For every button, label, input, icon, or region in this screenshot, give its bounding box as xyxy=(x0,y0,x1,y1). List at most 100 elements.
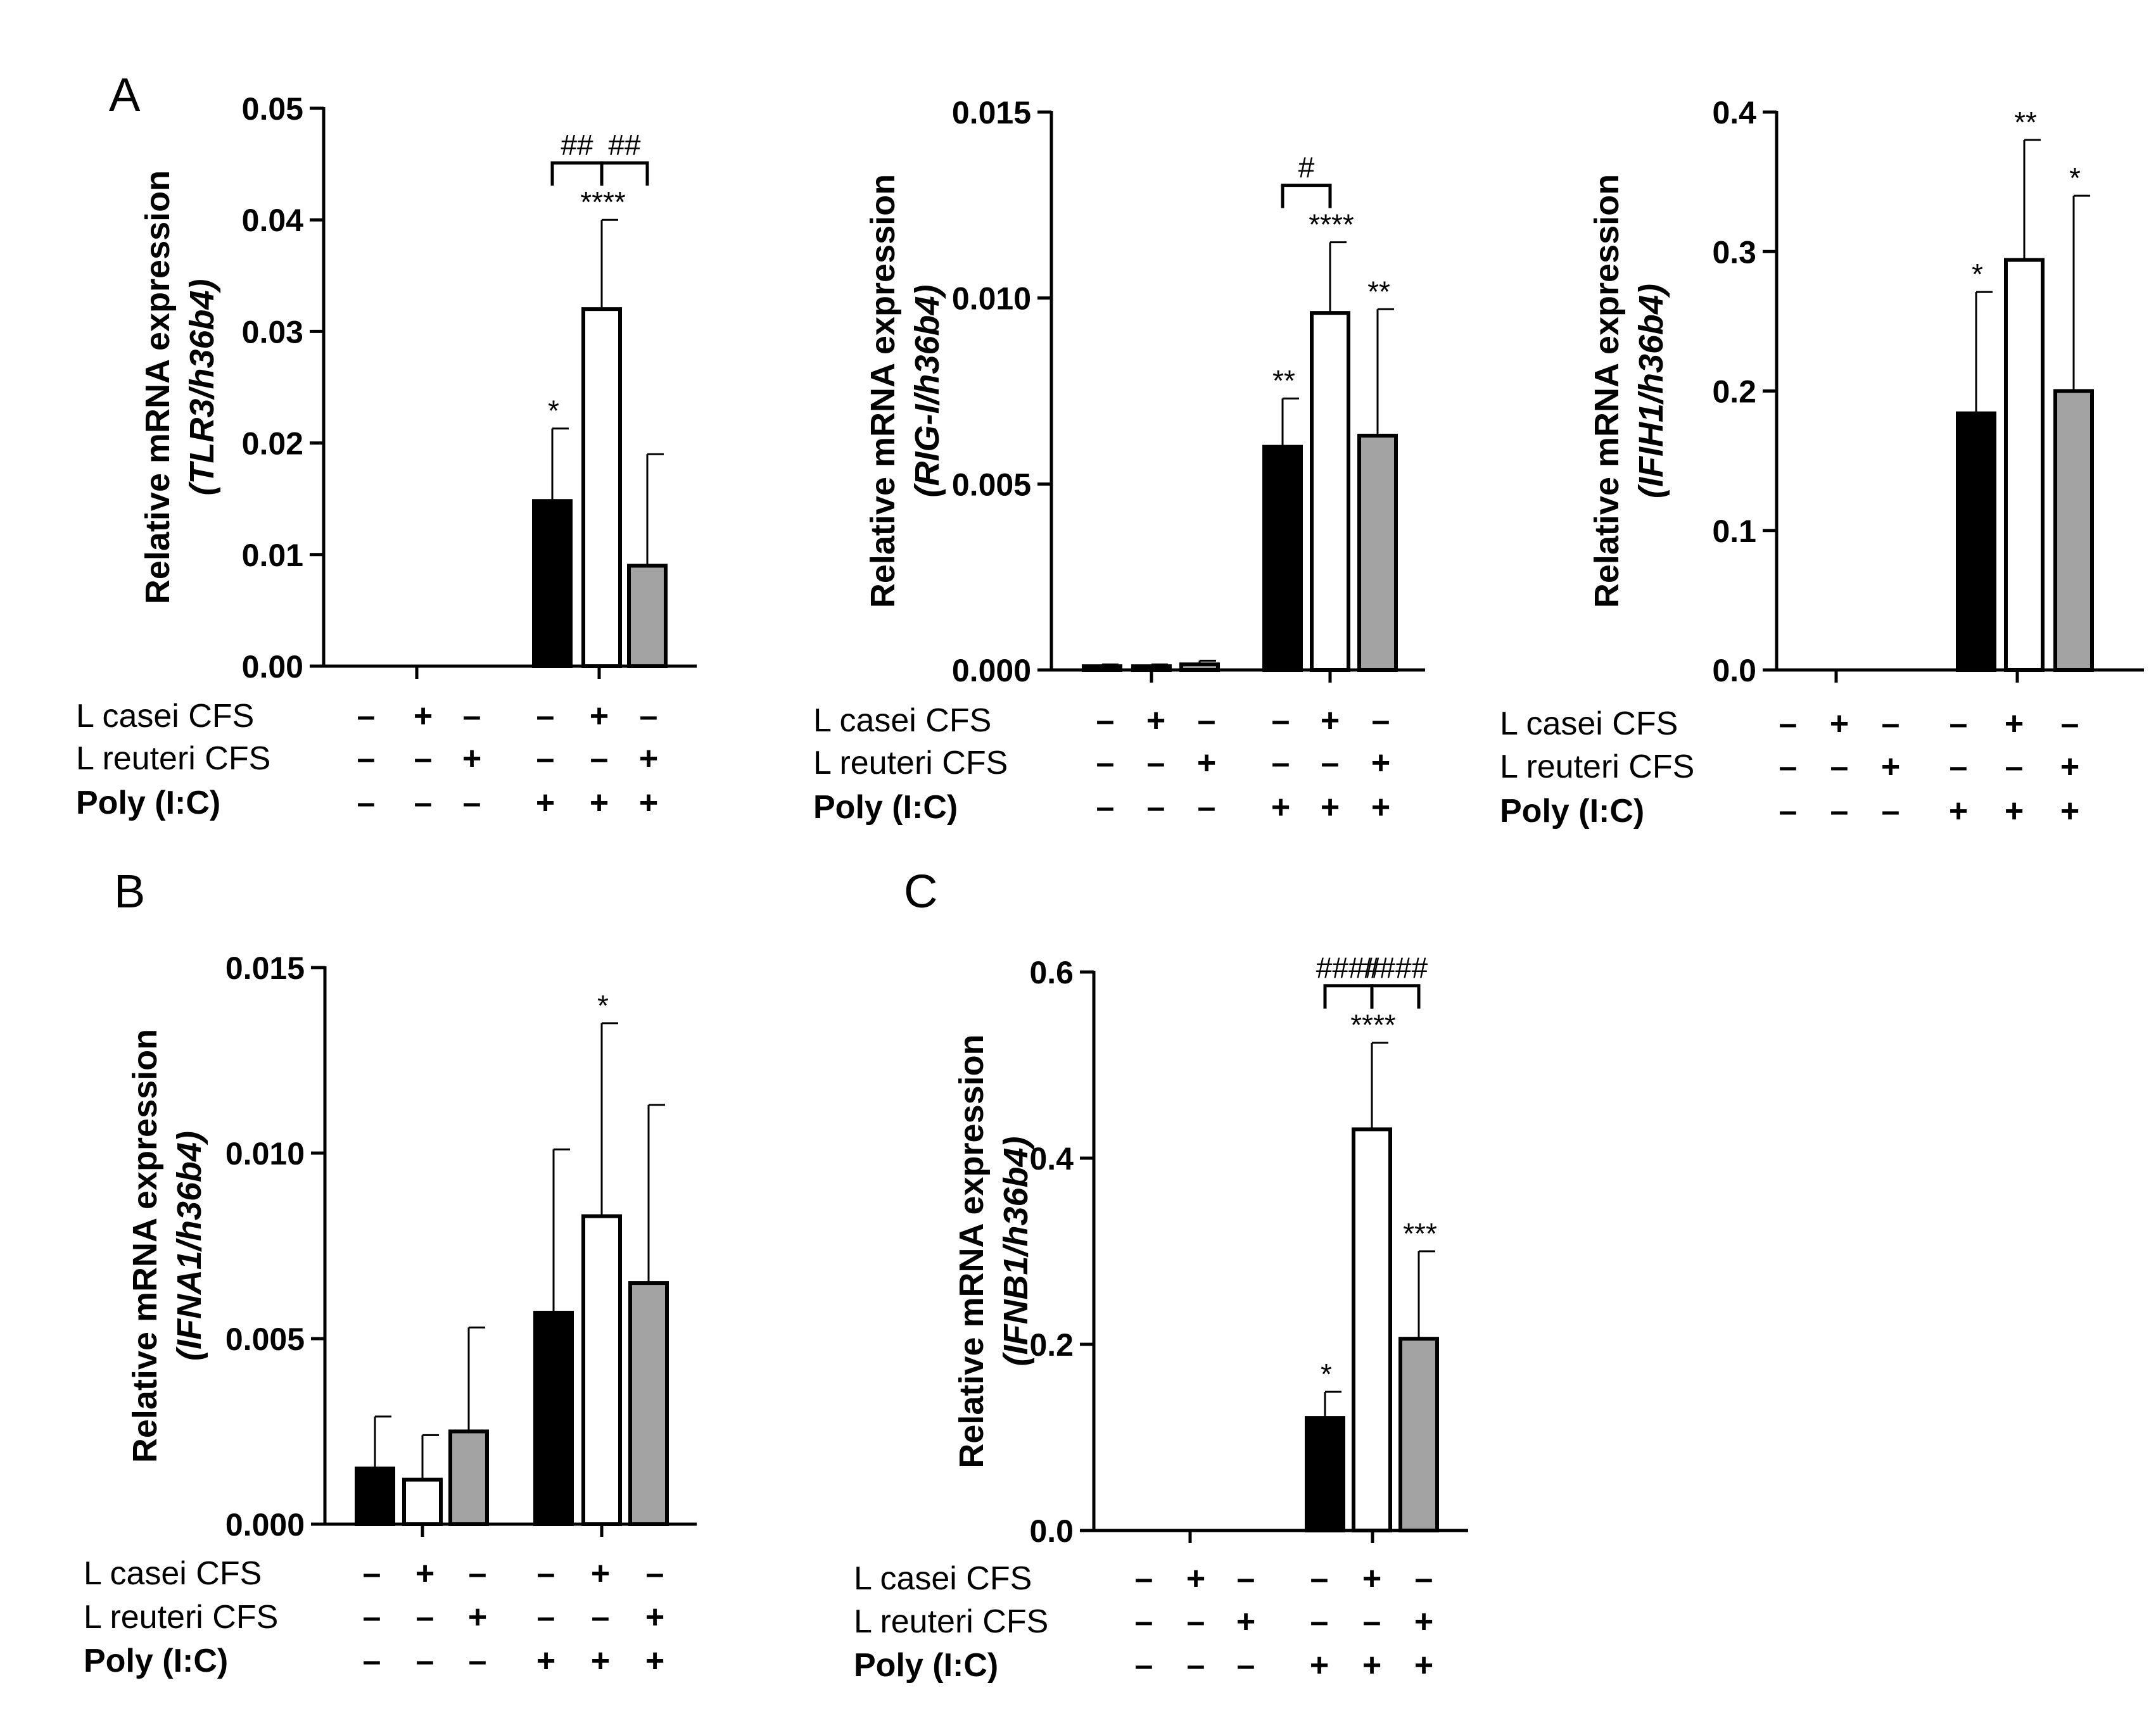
y-tick-label: 0.010 xyxy=(225,1136,305,1171)
y-tick-label: 0.02 xyxy=(242,426,303,462)
condition-sign: – xyxy=(1272,702,1290,739)
bar xyxy=(581,1214,622,1526)
condition-sign: + xyxy=(1271,789,1290,826)
condition-sign: + xyxy=(1414,1647,1433,1684)
condition-sign: – xyxy=(1135,1603,1153,1640)
significance-label: * xyxy=(1321,1358,1332,1391)
bar xyxy=(1262,445,1303,672)
condition-sign: + xyxy=(468,1599,487,1636)
significance-label: ** xyxy=(1272,364,1295,397)
y-tick-label: 0.2 xyxy=(1029,1327,1074,1363)
y-tick-label: 0.000 xyxy=(225,1507,305,1543)
y-axis-title: Relative mRNA expression xyxy=(139,170,177,604)
y-tick-label: 0.04 xyxy=(242,203,304,238)
condition-sign: – xyxy=(536,740,555,777)
condition-sign: – xyxy=(537,1599,555,1636)
condition-sign: + xyxy=(1310,1647,1329,1684)
condition-row-label-casei: L casei CFS xyxy=(854,1560,1032,1597)
condition-sign: – xyxy=(357,698,376,735)
condition-sign: + xyxy=(1321,702,1340,739)
significance-label: ** xyxy=(2014,106,2037,139)
condition-sign: + xyxy=(2005,793,2024,830)
condition-sign: – xyxy=(1310,1560,1329,1597)
y-axis-title: Relative mRNA expression xyxy=(126,1029,164,1463)
bar xyxy=(2053,389,2094,672)
condition-sign: – xyxy=(1147,745,1165,781)
y-tick-label: 0.4 xyxy=(1712,95,1756,130)
condition-sign: – xyxy=(463,698,481,735)
significance-label: * xyxy=(597,989,609,1022)
condition-row-label-poly: Poly (I:C) xyxy=(84,1643,228,1679)
condition-sign: + xyxy=(590,785,609,821)
condition-sign: – xyxy=(1198,702,1216,739)
condition-sign: – xyxy=(463,785,481,821)
y-tick-label: 0.4 xyxy=(1029,1141,1074,1177)
condition-sign: – xyxy=(1372,702,1390,739)
condition-row-label-casei: L casei CFS xyxy=(84,1555,262,1592)
significance-label: * xyxy=(2069,161,2081,194)
condition-row-label-reuteri: L reuteri CFS xyxy=(813,745,1008,781)
condition-sign: – xyxy=(1310,1603,1329,1640)
condition-sign: – xyxy=(1779,793,1798,830)
condition-sign: + xyxy=(1236,1603,1255,1640)
bar xyxy=(627,564,668,668)
condition-sign: – xyxy=(363,1599,381,1636)
comparison-bracket xyxy=(1281,184,1332,208)
y-tick-label: 0.005 xyxy=(952,467,1031,502)
significance-label: **** xyxy=(1309,208,1354,241)
y-axis-gene-label: (IFNA1/h36b4) xyxy=(170,1131,208,1361)
bar xyxy=(1131,664,1172,672)
y-tick-label: 0.6 xyxy=(1029,955,1074,990)
condition-sign: + xyxy=(1197,745,1216,781)
bracket-label: #### xyxy=(1363,952,1428,985)
condition-sign: – xyxy=(416,1599,434,1636)
condition-sign: – xyxy=(469,1555,487,1592)
condition-row-label-casei: L casei CFS xyxy=(813,702,991,739)
bar xyxy=(1352,1127,1392,1533)
condition-sign: + xyxy=(1371,745,1390,781)
condition-sign: – xyxy=(1415,1560,1433,1597)
bar xyxy=(1310,311,1350,672)
condition-sign: – xyxy=(363,1643,381,1679)
chart-panel-rigi: Relative mRNA expression (RIG-I/h36b4)0.0… xyxy=(813,95,1425,826)
condition-sign: – xyxy=(1830,748,1849,785)
condition-row-label-casei: L casei CFS xyxy=(76,698,254,735)
condition-row-label-poly: Poly (I:C) xyxy=(1500,793,1644,830)
condition-row-label-poly: Poly (I:C) xyxy=(76,785,220,821)
y-tick-label: 0.005 xyxy=(225,1322,305,1357)
y-tick-label: 0.1 xyxy=(1712,514,1756,549)
condition-sign: + xyxy=(1949,793,1968,830)
condition-sign: + xyxy=(1371,789,1390,826)
y-tick-label: 0.2 xyxy=(1712,374,1756,410)
bar xyxy=(355,1467,395,1527)
condition-sign: + xyxy=(1414,1603,1433,1640)
condition-sign: + xyxy=(645,1599,664,1636)
condition-sign: – xyxy=(1882,793,1900,830)
condition-sign: – xyxy=(2061,705,2079,742)
condition-sign: – xyxy=(536,698,555,735)
condition-row-label-reuteri: L reuteri CFS xyxy=(76,740,270,777)
condition-sign: – xyxy=(414,785,433,821)
condition-sign: – xyxy=(357,785,376,821)
condition-sign: – xyxy=(537,1555,555,1592)
y-tick-label: 0.010 xyxy=(952,281,1031,317)
condition-sign: – xyxy=(640,698,658,735)
bar xyxy=(581,307,622,669)
bar xyxy=(1357,433,1398,672)
y-tick-label: 0.0 xyxy=(1712,653,1756,688)
condition-sign: – xyxy=(1950,705,1968,742)
bracket-label: #### xyxy=(1316,952,1381,985)
condition-sign: – xyxy=(1237,1647,1255,1684)
y-tick-label: 0.03 xyxy=(242,314,303,350)
y-axis-title: Relative mRNA expression xyxy=(953,1034,991,1468)
condition-sign: – xyxy=(414,740,433,777)
condition-sign: + xyxy=(536,785,555,821)
condition-sign: – xyxy=(1779,705,1798,742)
condition-sign: + xyxy=(414,698,433,735)
bar xyxy=(532,499,573,668)
condition-sign: – xyxy=(1830,793,1849,830)
bar xyxy=(1082,664,1122,672)
condition-sign: – xyxy=(1135,1560,1153,1597)
condition-sign: – xyxy=(1950,748,1968,785)
condition-sign: – xyxy=(1779,748,1798,785)
